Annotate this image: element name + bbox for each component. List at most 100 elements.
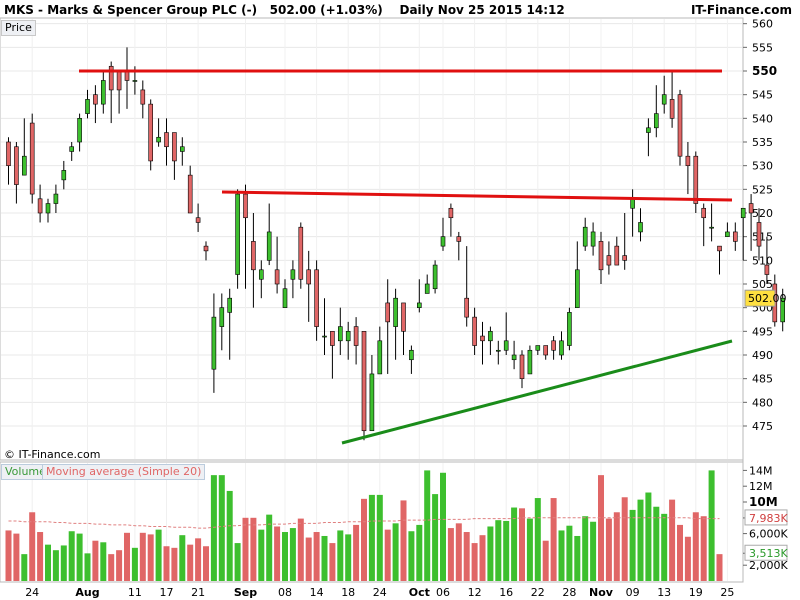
volume-bar xyxy=(258,529,265,581)
volume-bar xyxy=(329,543,336,581)
y-tick-label: 535 xyxy=(752,136,773,149)
y-tick-label: 540 xyxy=(752,112,773,125)
candle-up xyxy=(780,297,786,323)
volume-bar xyxy=(321,535,328,581)
volume-bar xyxy=(361,498,367,581)
candle-up xyxy=(156,136,161,143)
candle-up xyxy=(432,264,438,290)
volume-bar xyxy=(463,532,470,581)
volume-bar xyxy=(471,543,478,581)
candle-down xyxy=(385,302,391,323)
candle-up xyxy=(709,226,714,229)
x-tick-label: 17 xyxy=(160,586,174,599)
candle-up xyxy=(638,222,643,233)
volume-tick-label: 7,983K xyxy=(749,512,788,525)
volume-bar xyxy=(416,524,423,581)
volume-bar xyxy=(131,547,138,581)
candle-up xyxy=(235,193,240,275)
x-tick-label: 24 xyxy=(25,586,39,599)
candle-up xyxy=(582,226,588,247)
x-tick-label: 19 xyxy=(689,586,703,599)
volume-bar xyxy=(376,494,383,581)
candle-down xyxy=(764,264,770,275)
volume-bar xyxy=(179,535,186,581)
candle-up xyxy=(227,297,232,313)
x-tick-label: 14 xyxy=(310,586,324,599)
volume-bar xyxy=(297,518,304,581)
candle-down xyxy=(298,226,304,280)
x-tick-label: 25 xyxy=(720,586,734,599)
volume-bar xyxy=(29,512,36,581)
candle-down xyxy=(306,269,312,285)
volume-bar xyxy=(645,492,652,581)
volume-bar xyxy=(274,526,281,581)
candle-down xyxy=(108,65,114,91)
volume-bar xyxy=(487,526,494,581)
candle-up xyxy=(503,340,509,351)
support-trendline xyxy=(341,339,733,445)
volume-bar xyxy=(108,554,115,581)
volume-bar xyxy=(661,513,668,581)
volume-bar xyxy=(621,497,628,581)
volume-bar xyxy=(226,490,233,581)
candle-up xyxy=(85,99,90,114)
candle-up xyxy=(574,269,580,308)
candle-down xyxy=(543,345,549,356)
header-price-change: 502.00 (+1.03%) xyxy=(269,3,383,17)
candle-down xyxy=(472,316,477,346)
x-tick-label: 28 xyxy=(562,586,576,599)
volume-tick-label: 3,513K xyxy=(749,547,788,560)
volume-bar xyxy=(708,470,715,581)
candle-up xyxy=(45,203,51,214)
y-tick-label: 495 xyxy=(752,325,773,338)
candle-down xyxy=(353,326,359,346)
volume-bar xyxy=(187,544,194,581)
candle-down xyxy=(116,70,122,91)
volume-bar xyxy=(526,518,533,581)
y-tick-label: 510 xyxy=(752,254,773,267)
volume-bar xyxy=(692,512,699,581)
candle-up xyxy=(393,297,398,327)
candle-down xyxy=(606,255,612,266)
candle-down xyxy=(93,94,98,105)
volume-bar xyxy=(684,536,691,581)
candle-down xyxy=(519,354,525,379)
candle-up xyxy=(488,331,493,342)
volume-bar xyxy=(37,532,44,581)
candle-down xyxy=(732,231,738,242)
volume-bar xyxy=(613,512,620,581)
volume-bar xyxy=(368,494,375,581)
volume-bar xyxy=(542,540,549,581)
volume-bar xyxy=(305,537,312,581)
volume-bar xyxy=(455,523,462,581)
candle-up xyxy=(53,193,59,204)
candle-down xyxy=(693,155,699,204)
header-brand: IT-Finance.com xyxy=(690,3,792,17)
volume-bar xyxy=(234,543,241,581)
x-tick-label: Aug xyxy=(75,586,99,599)
candle-up xyxy=(725,231,730,237)
candle-up xyxy=(527,349,533,375)
volume-tick-label: 10M xyxy=(749,495,778,509)
candle-up xyxy=(290,269,296,280)
volume-bar xyxy=(52,550,59,581)
volume-bar xyxy=(598,475,604,581)
candle-up xyxy=(180,146,185,152)
candle-down xyxy=(172,132,177,162)
y-tick-label: 490 xyxy=(752,349,773,362)
volume-bar xyxy=(13,533,20,581)
candle-down xyxy=(243,193,248,219)
volume-bar xyxy=(289,528,296,581)
volume-bar xyxy=(139,532,146,581)
candle-down xyxy=(361,331,367,432)
candle-up xyxy=(369,373,375,432)
volume-bar xyxy=(5,530,12,581)
volume-tick-label: 6,000K xyxy=(749,528,788,541)
x-tick-label: 06 xyxy=(436,586,450,599)
y-tick-label: 560 xyxy=(752,18,773,31)
volume-bar xyxy=(76,533,83,581)
candle-up xyxy=(21,155,27,176)
candle-up xyxy=(69,146,74,152)
volume-bar xyxy=(21,554,28,581)
volume-bar xyxy=(384,529,391,581)
